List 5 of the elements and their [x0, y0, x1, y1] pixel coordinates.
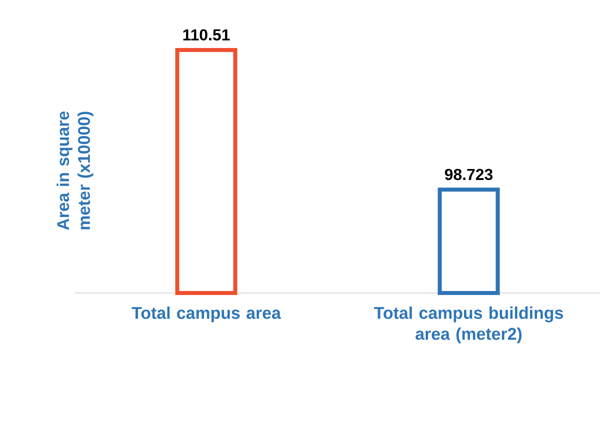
x-tick-label: Total campus area	[132, 306, 282, 322]
data-label: 110.51	[183, 29, 230, 40]
x-tick-label: Total campus buildings area (meter2)	[374, 306, 563, 344]
data-label: 98.723	[444, 168, 493, 180]
y-axis-title: Area in square meter (x10000)	[56, 111, 94, 230]
